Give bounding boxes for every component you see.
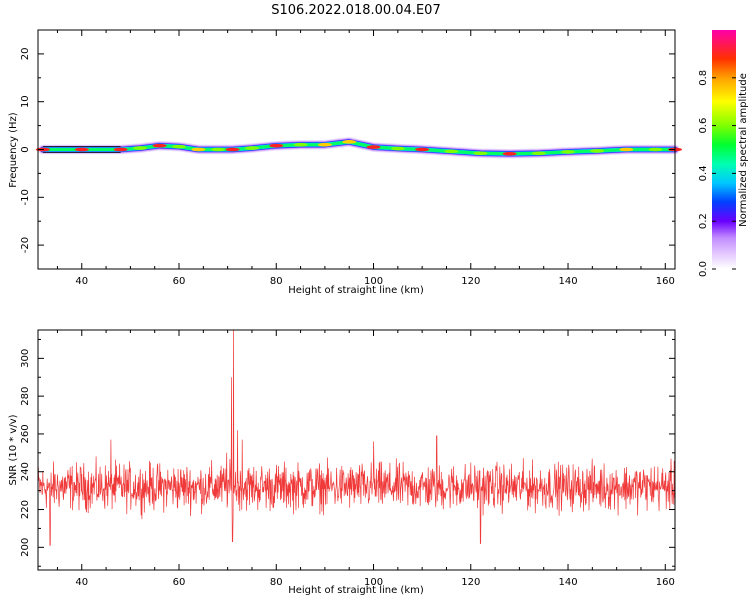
snr-y-tick-label: 260 [20,424,31,443]
spectrogram-x-tick-label: 40 [75,276,88,287]
colorbar-tick-label: 0.4 [698,165,709,181]
colorbar-tick-label: 0.0 [698,261,709,277]
ridge-peak [531,151,546,156]
spectrogram-x-label: Height of straight line (km) [288,285,424,296]
ridge-peak [191,147,206,152]
colorbar-label: Normalized spectral amplitude [738,73,749,227]
spectrogram-panel: 40 60 80 100 120 140 160 -20 -10 0 10 20 Height of … [8,29,682,296]
snr-plot-area [38,330,675,570]
ridge-peak [502,152,517,156]
snr-x-tick-label: 100 [364,577,383,588]
snr-y-tick-label: 300 [20,349,31,368]
chart-title: S106.2022.018.00.04.E07 [271,3,440,18]
ridge-peak [152,143,167,148]
snr-x-label: Height of straight line (km) [288,585,424,596]
ridge-peak [590,149,605,153]
snr-y-label: SNR (10 * v/v) [8,414,19,485]
snr-x-tick-label: 60 [173,577,186,588]
snr-x-tick-label: 140 [558,577,577,588]
spectrogram-x-tick-label: 80 [270,276,283,287]
snr-y-tick-label: 200 [20,538,31,557]
ridge-peak [342,140,357,144]
colorbar-tick-label: 0.2 [698,213,709,229]
snr-x-tick-label: 80 [270,577,283,588]
colorbar-tick-label: 0.8 [698,70,709,86]
ridge-peak [244,146,259,150]
spectrogram-x-tick-label: 100 [364,276,383,287]
spectrogram-y-tick-label: 0 [20,146,31,152]
ridge-peak [648,147,663,152]
colorbar: 0.0 0.2 0.4 0.6 0.8 Normalized spectral ampl… [698,30,749,277]
snr-x-tick-label: 120 [461,577,480,588]
ridge-peak [366,145,381,149]
ridge-peak [293,142,308,147]
snr-ticks: 40 60 80 100 120 140 160 200 220 240 260 280 300 [20,330,675,588]
ridge-peak [113,147,128,152]
snr-series-line [37,329,676,546]
ridge-peak [317,142,332,147]
ridge-peak [561,150,576,154]
snr-frame [37,329,676,571]
colorbar-ticks: 0.0 0.2 0.4 0.6 0.8 [698,70,736,277]
ridge-peak [269,143,284,148]
snr-y-tick-label: 280 [20,387,31,406]
ridge-peak [415,147,430,152]
ridge-peak [444,149,459,154]
spectrogram-y-tick-label: -10 [20,189,31,205]
ridge-peak [172,144,187,149]
ridge-peak [133,146,148,150]
spectrogram-y-label: Frequency (Hz) [8,112,19,188]
snr-x-tick-label: 40 [75,577,88,588]
colorbar-gradient [712,30,736,269]
ridge-peak [619,147,634,152]
colorbar-tick-label: 0.6 [698,118,709,134]
spectrogram-y-tick-label: 20 [20,48,31,61]
spectrogram-ticks: 40 60 80 100 120 140 160 -20 -10 0 10 20 [20,29,675,287]
snr-y-tick-label: 220 [20,500,31,519]
spectrogram-x-tick-label: 140 [558,276,577,287]
ridge-peak [74,147,89,152]
spectrogram-x-tick-label: 120 [461,276,480,287]
ridge-peak [225,147,240,152]
spectrogram-y-tick-label: -20 [20,237,31,253]
spectrogram-x-tick-label: 160 [656,276,675,287]
snr-y-tick-label: 240 [20,462,31,481]
ridge-peak [473,151,488,156]
spectrogram-ridge [35,137,682,159]
snr-x-tick-label: 160 [656,577,675,588]
spectrogram-y-tick-label: 10 [20,95,31,108]
ridge-edge [42,146,121,153]
ridge-peak [390,146,405,151]
snr-panel: 40 60 80 100 120 140 160 200 220 240 260 280 300 Hei… [8,329,676,596]
spectrogram-x-tick-label: 60 [173,276,186,287]
ridge-peak [210,147,225,152]
